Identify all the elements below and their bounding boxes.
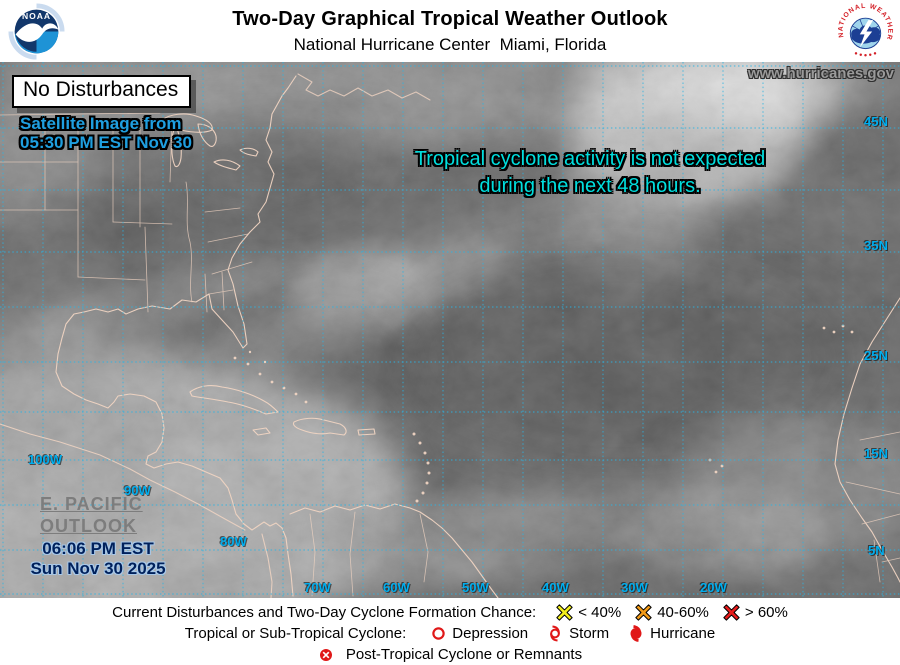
website-url: www.hurricanes.gov bbox=[747, 65, 894, 82]
epac-outlook-link[interactable]: E. PACIFIC OUTLOOK bbox=[40, 494, 143, 536]
legend-item-high: > 60% bbox=[723, 604, 788, 621]
lat-lon-grid bbox=[0, 62, 900, 598]
legend-item-post-tropical: Post-Tropical Cyclone or Remnants bbox=[318, 646, 582, 663]
legend-item-storm: Storm bbox=[546, 624, 609, 643]
lat-label-5n: 5N bbox=[868, 543, 885, 558]
legend-item-depression: Depression bbox=[430, 625, 528, 642]
lat-label-15n: 15N bbox=[864, 446, 888, 461]
coastlines bbox=[0, 73, 900, 598]
x-medium-icon bbox=[635, 604, 652, 621]
legend-formation-row: Current Disturbances and Two-Day Cyclone… bbox=[112, 602, 788, 623]
epac-lon-label-90w: 90W bbox=[124, 483, 151, 498]
noaa-logo-icon: NOAA bbox=[8, 3, 65, 60]
issued-timestamp: 06:06 PM EST Sun Nov 30 2025 bbox=[30, 539, 166, 578]
legend-cyclone-row: Tropical or Sub-Tropical Cyclone: Depres… bbox=[185, 623, 715, 644]
legend-post-tropical-row: Post-Tropical Cyclone or Remnants bbox=[318, 644, 582, 665]
lon-label-30w: 30W bbox=[621, 580, 648, 595]
lon-label-50w: 50W bbox=[462, 580, 489, 595]
lon-label-20w: 20W bbox=[700, 580, 727, 595]
hurricane-icon bbox=[630, 625, 642, 642]
lat-label-45n: 45N bbox=[864, 114, 888, 129]
lon-label-70w: 70W bbox=[304, 580, 331, 595]
satellite-image bbox=[0, 62, 900, 598]
legend-item-low: < 40% bbox=[556, 604, 621, 621]
outlook-message: Tropical cyclone activity is not expecte… bbox=[414, 148, 766, 197]
storm-icon bbox=[550, 625, 561, 642]
depression-icon bbox=[432, 627, 445, 640]
legend: Current Disturbances and Two-Day Cyclone… bbox=[0, 598, 900, 665]
cloud-texture bbox=[0, 62, 900, 598]
legend-item-medium: 40-60% bbox=[635, 604, 709, 621]
lat-label-35n: 35N bbox=[864, 238, 888, 253]
header: NOAA Two-Day Graphical Tropical Weather … bbox=[0, 0, 900, 62]
lon-label-40w: 40W bbox=[542, 580, 569, 595]
lat-label-25n: 25N bbox=[864, 348, 888, 363]
nws-logo-icon: NATIONAL WEATHER SERVICE bbox=[837, 3, 892, 59]
legend-item-hurricane: Hurricane bbox=[627, 624, 715, 643]
epac-lon-label-100w: 100W bbox=[28, 452, 62, 467]
formation-label: Current Disturbances and Two-Day Cyclone… bbox=[112, 604, 537, 621]
x-high-icon bbox=[723, 604, 740, 621]
satellite-map: No Disturbances Satellite Image from 05:… bbox=[0, 62, 900, 598]
cyclone-label: Tropical or Sub-Tropical Cyclone: bbox=[184, 625, 407, 642]
svg-text:NOAA: NOAA bbox=[22, 11, 51, 21]
page-title: Two-Day Graphical Tropical Weather Outlo… bbox=[232, 8, 668, 30]
lon-label-60w: 60W bbox=[383, 580, 410, 595]
status-banner: No Disturbances bbox=[12, 75, 192, 108]
epac-lon-label-80w: 80W bbox=[220, 534, 247, 549]
page-subtitle: National Hurricane Center Miami, Florida bbox=[293, 35, 607, 54]
satellite-timestamp: Satellite Image from 05:30 PM EST Nov 30 bbox=[20, 114, 192, 152]
x-low-icon bbox=[556, 604, 573, 621]
post-tropical-icon bbox=[319, 648, 332, 661]
